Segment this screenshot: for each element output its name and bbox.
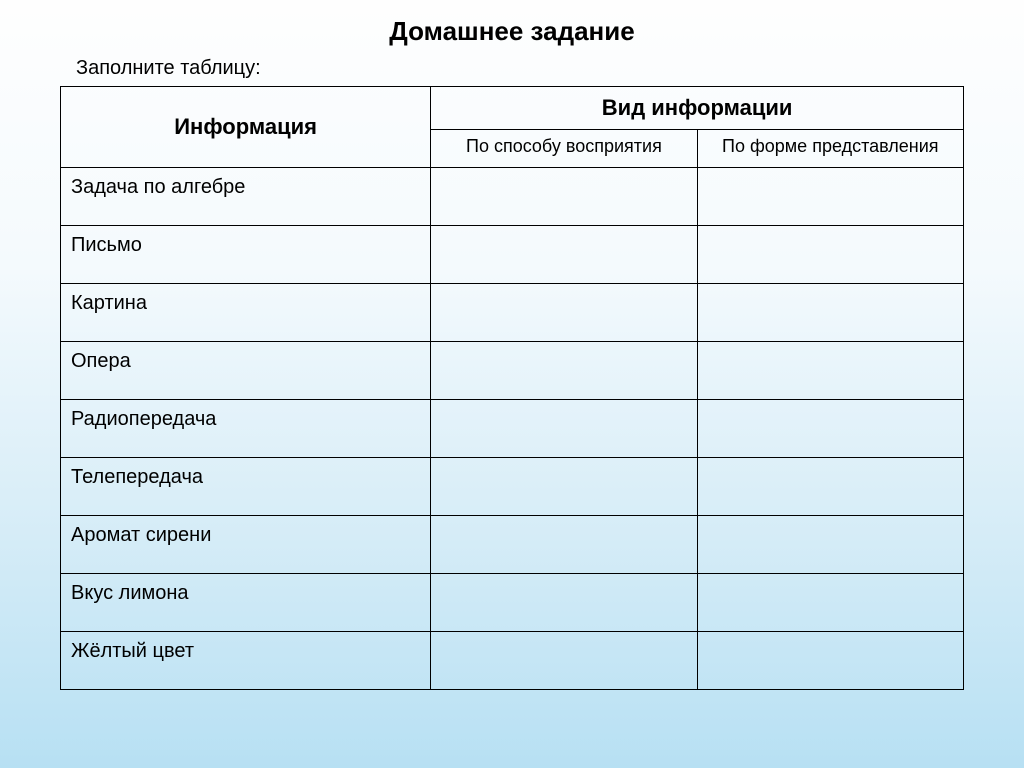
- cell-representation[interactable]: [697, 342, 963, 400]
- subheader-representation: По форме представления: [697, 130, 963, 168]
- cell-perception[interactable]: [431, 284, 697, 342]
- cell-representation[interactable]: [697, 458, 963, 516]
- header-info-type: Вид информации: [431, 87, 964, 130]
- table-row: Вкус лимона: [61, 574, 964, 632]
- table-row: Аромат сирени: [61, 516, 964, 574]
- cell-perception[interactable]: [431, 342, 697, 400]
- subheader-perception: По способу восприятия: [431, 130, 697, 168]
- instruction-text: Заполните таблицу:: [0, 57, 1024, 86]
- cell-perception[interactable]: [431, 226, 697, 284]
- table-row: Радиопередача: [61, 400, 964, 458]
- cell-representation[interactable]: [697, 226, 963, 284]
- cell-representation[interactable]: [697, 516, 963, 574]
- table-row: Картина: [61, 284, 964, 342]
- cell-perception[interactable]: [431, 458, 697, 516]
- row-label: Опера: [61, 342, 431, 400]
- table-row: Жёлтый цвет: [61, 632, 964, 690]
- row-label: Радиопередача: [61, 400, 431, 458]
- table-row: Задача по алгебре: [61, 168, 964, 226]
- cell-perception[interactable]: [431, 632, 697, 690]
- row-label: Вкус лимона: [61, 574, 431, 632]
- cell-representation[interactable]: [697, 168, 963, 226]
- cell-perception[interactable]: [431, 400, 697, 458]
- row-label: Письмо: [61, 226, 431, 284]
- cell-representation[interactable]: [697, 284, 963, 342]
- table-body: Задача по алгебре Письмо Картина Опера Р: [61, 168, 964, 690]
- info-table: Информация Вид информации По способу вос…: [60, 86, 964, 690]
- row-label: Аромат сирени: [61, 516, 431, 574]
- table-container: Информация Вид информации По способу вос…: [0, 86, 1024, 690]
- row-label: Телепередача: [61, 458, 431, 516]
- table-row: Телепередача: [61, 458, 964, 516]
- table-row: Письмо: [61, 226, 964, 284]
- row-label: Задача по алгебре: [61, 168, 431, 226]
- cell-perception[interactable]: [431, 574, 697, 632]
- cell-perception[interactable]: [431, 168, 697, 226]
- row-label: Жёлтый цвет: [61, 632, 431, 690]
- table-row: Опера: [61, 342, 964, 400]
- table-header-row: Информация Вид информации: [61, 87, 964, 130]
- cell-representation[interactable]: [697, 400, 963, 458]
- header-information: Информация: [61, 87, 431, 168]
- cell-representation[interactable]: [697, 574, 963, 632]
- cell-representation[interactable]: [697, 632, 963, 690]
- row-label: Картина: [61, 284, 431, 342]
- cell-perception[interactable]: [431, 516, 697, 574]
- page-title: Домашнее задание: [0, 0, 1024, 57]
